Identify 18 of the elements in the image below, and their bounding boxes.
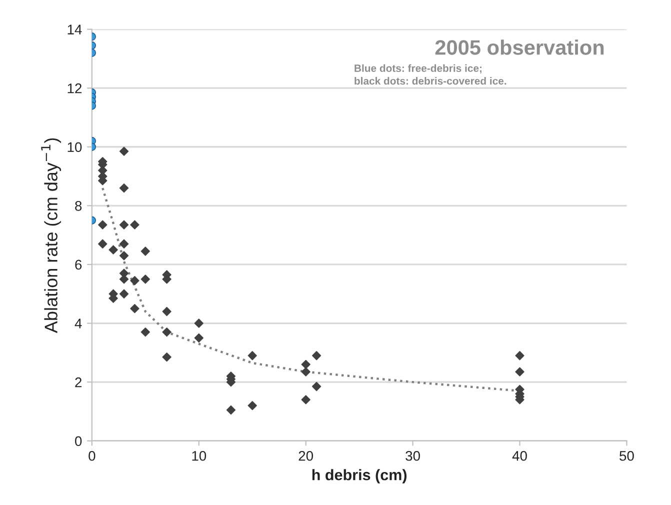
y-tick-label: 10 — [68, 142, 82, 152]
x-tick-label: 30 — [406, 450, 420, 461]
y-axis-title: Ablation rate (cm day$^{−1}$) — [41, 138, 62, 334]
y-tick-label: 6 — [75, 260, 82, 270]
text: Blue dots: free-debris ice; black dots: debris-covered ice. — [354, 64, 506, 85]
y-tick-label: 4 — [74, 318, 82, 328]
x-tick-label: 50 — [620, 450, 634, 461]
y-tick-label: 12 — [68, 83, 82, 94]
x-tick-label: 0 — [88, 450, 96, 461]
y-tick-label: 2 — [75, 377, 82, 388]
x-tick-label: 40 — [512, 450, 527, 461]
x-axis-title: h debris (cm) — [312, 469, 407, 484]
y-tick-label: 0 — [75, 436, 82, 446]
y-tick-label: 14 — [68, 24, 82, 34]
x-tick-label: 20 — [298, 450, 314, 461]
x-tick-label: 10 — [192, 450, 206, 461]
chart-title: 2005 observation — [435, 40, 604, 55]
y-tick-label: 8 — [75, 201, 82, 211]
